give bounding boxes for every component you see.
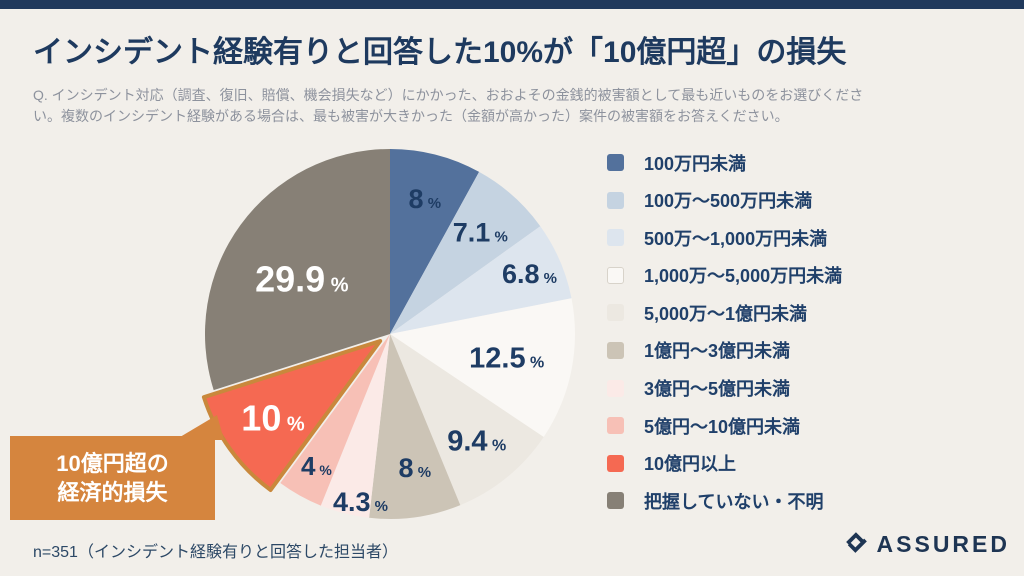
pie-label-1: 7.1 %: [453, 218, 508, 248]
assured-check-icon: [845, 532, 867, 553]
pie-label-8: 10 %: [241, 398, 305, 439]
pie-slice-0[interactable]: [390, 149, 480, 334]
legend-item-1[interactable]: 100万〜500万円未満: [607, 190, 842, 211]
legend-swatch: [607, 492, 624, 510]
legend-swatch: [607, 154, 624, 171]
pie-label-4: 9.4 %: [447, 425, 506, 457]
legend-item-7[interactable]: 5億円〜10億円未満: [607, 415, 842, 437]
pie-slice-1[interactable]: [390, 171, 541, 334]
legend-label: 100万円未満: [644, 153, 747, 174]
callout-line-1: 10億円超の: [56, 451, 169, 476]
pie-slice-8[interactable]: [201, 339, 383, 492]
legend-swatch: [607, 417, 624, 435]
pie-label-0: 8 %: [409, 184, 442, 214]
pie-label-3: 12.5 %: [469, 343, 544, 375]
assured-logo-text: ASSURED: [876, 531, 1010, 557]
question-line-2: い。複数のインシデント経験がある場合は、最も被害が大きかった（金額が高かった）案…: [33, 108, 789, 124]
header: インシデント経験有りと回答した10%が「10億円超」の損失 Q. インシデント対…: [33, 27, 1008, 127]
legend-item-0[interactable]: 100万円未満: [607, 152, 842, 174]
pie-slice-6[interactable]: [320, 334, 390, 518]
question-text: Q. インシデント対応（調査、復旧、賠償、機会損失など）にかかった、おおよその金…: [33, 85, 1008, 127]
legend-label: 把握していない・不明: [644, 491, 824, 512]
legend-item-3[interactable]: 1,000万〜5,000万円未満: [607, 265, 842, 286]
pie-slice-2[interactable]: [390, 226, 572, 334]
callout-pointer-triangle: [175, 415, 224, 440]
legend-label: 100万〜500万円未満: [644, 191, 813, 212]
legend-label: 1億円〜3億円未満: [644, 341, 791, 362]
sample-size-note: n=351（インシデント経験有りと回答した担当者）: [33, 544, 398, 561]
legend-item-8[interactable]: 10億円以上: [607, 453, 842, 474]
question-line-1: Q. インシデント対応（調査、復旧、賠償、機会損失など）にかかった、おおよその金…: [33, 87, 864, 103]
pie-label-9: 29.9 %: [255, 259, 349, 300]
callout-line-2: 経済的損失: [57, 480, 168, 505]
pie-label-7: 4 %: [301, 451, 332, 481]
legend-item-4[interactable]: 5,000万〜1億円未満: [607, 302, 842, 324]
pie-slices: [201, 148, 576, 519]
pie-slice-4[interactable]: [390, 334, 544, 506]
pie-slice-7[interactable]: [280, 334, 390, 506]
page-title: インシデント経験有りと回答した10%が「10億円超」の損失: [33, 36, 847, 69]
legend-swatch: [607, 454, 624, 472]
legend-label: 1,000万〜5,000万円未満: [644, 266, 843, 287]
legend-item-5[interactable]: 1億円〜3億円未満: [607, 340, 842, 361]
pie-label-2: 6.8 %: [502, 259, 557, 289]
pie-label-6: 4.3 %: [333, 487, 388, 517]
legend-swatch: [607, 304, 624, 322]
legend-label: 5,000万〜1億円未満: [644, 303, 808, 324]
legend-label: 3億円〜5億円未満: [644, 379, 791, 400]
legend-label: 10億円以上: [644, 454, 737, 475]
legend-swatch: [607, 191, 624, 209]
legend-swatch: [607, 379, 624, 397]
top-accent-bar: [0, 0, 1024, 9]
pie-slice-9[interactable]: [204, 148, 390, 391]
legend-swatch: [607, 266, 624, 284]
legend-label: 500万〜1,000万円未満: [644, 228, 828, 249]
pie-labels: 8 % 7.1 % 6.8 % 12.5 % 9.4 % 8 % 4.3 %4 % 10 % 2…: [241, 184, 557, 517]
legend-item-9[interactable]: 把握していない・不明: [607, 490, 842, 512]
pie-label-5: 8 %: [399, 453, 432, 483]
pie-slice-5[interactable]: [369, 334, 461, 519]
assured-logo: ASSURED: [843, 531, 1010, 558]
legend-item-6[interactable]: 3億円〜5億円未満: [607, 378, 842, 399]
callout-box: 10億円超の 経済的損失: [10, 436, 215, 520]
legend-item-2[interactable]: 500万〜1,000万円未満: [607, 227, 842, 249]
legend: 100万円未満 100万〜500万円未満 500万〜1,000万円未満 1,000万〜…: [607, 152, 842, 528]
legend-label: 5億円〜10億円未満: [644, 416, 801, 437]
pie-slice-3[interactable]: [390, 298, 576, 437]
legend-swatch: [607, 341, 624, 359]
legend-swatch: [607, 229, 624, 247]
